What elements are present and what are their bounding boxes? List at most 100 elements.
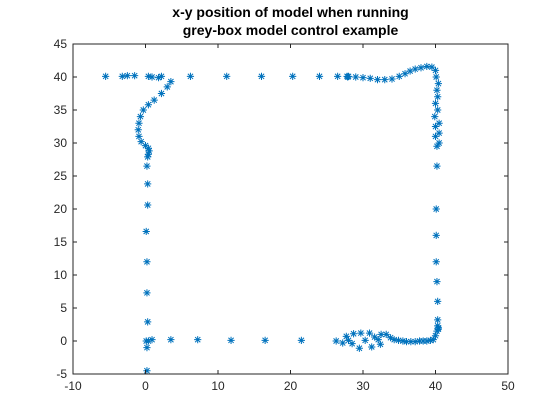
data-point bbox=[394, 336, 403, 344]
data-point bbox=[432, 73, 440, 81]
data-point bbox=[435, 139, 443, 147]
data-point bbox=[431, 122, 440, 131]
data-point bbox=[157, 89, 166, 98]
data-point bbox=[434, 106, 442, 114]
data-point bbox=[135, 132, 143, 140]
chart-title-line-1: x-y position of model when running bbox=[172, 4, 409, 20]
data-points bbox=[102, 62, 443, 375]
x-tick-label: 20 bbox=[284, 379, 298, 393]
data-point bbox=[144, 101, 152, 109]
data-point bbox=[357, 329, 365, 337]
data-point bbox=[332, 337, 340, 345]
data-point bbox=[349, 330, 358, 338]
data-point bbox=[150, 96, 158, 104]
data-point bbox=[123, 72, 131, 80]
data-point bbox=[431, 113, 439, 121]
data-point bbox=[142, 227, 150, 236]
data-point bbox=[118, 72, 126, 80]
data-point bbox=[297, 336, 305, 344]
x-tick-label: 50 bbox=[501, 379, 515, 393]
y-tick-label: 40 bbox=[54, 70, 68, 84]
data-point bbox=[434, 324, 442, 332]
data-point bbox=[257, 72, 266, 80]
data-point bbox=[137, 138, 145, 146]
data-point bbox=[429, 336, 437, 344]
axes: -10 0 10 20 30 40 50 -5 0 5 10 15 20 25 30 35 40 45 bbox=[54, 37, 515, 393]
data-point bbox=[411, 338, 419, 346]
data-point bbox=[163, 83, 171, 91]
data-point bbox=[374, 336, 382, 344]
data-point bbox=[432, 231, 440, 239]
data-point bbox=[135, 119, 143, 127]
y-tick-label: 20 bbox=[54, 202, 68, 216]
chart-title-line-2: grey-box model control example bbox=[182, 22, 399, 38]
data-point bbox=[334, 72, 342, 80]
data-point bbox=[167, 78, 175, 86]
data-point bbox=[148, 73, 156, 81]
data-point bbox=[431, 99, 440, 107]
data-point bbox=[411, 65, 419, 73]
data-point bbox=[355, 344, 363, 352]
data-point bbox=[143, 367, 151, 375]
data-point bbox=[342, 332, 350, 340]
y-tick-label: 15 bbox=[54, 235, 68, 249]
data-point bbox=[433, 162, 441, 170]
plot-area bbox=[73, 44, 508, 374]
data-point bbox=[227, 336, 235, 344]
data-point bbox=[386, 334, 395, 342]
data-point bbox=[407, 338, 415, 346]
data-point bbox=[145, 147, 153, 155]
x-tick-label: -10 bbox=[64, 379, 82, 393]
data-point bbox=[390, 336, 398, 344]
y-tick-label: 30 bbox=[54, 136, 68, 150]
y-tick-label: 5 bbox=[60, 301, 67, 315]
data-point bbox=[167, 336, 175, 344]
x-tick-label: 10 bbox=[211, 379, 225, 393]
data-point bbox=[134, 126, 142, 134]
data-point bbox=[144, 150, 152, 158]
data-point bbox=[415, 337, 424, 345]
data-point bbox=[431, 132, 440, 140]
data-point bbox=[419, 337, 427, 345]
data-point bbox=[426, 336, 435, 344]
data-point bbox=[388, 75, 396, 83]
x-tick-label: 40 bbox=[429, 379, 443, 393]
data-point bbox=[432, 258, 440, 266]
data-point bbox=[433, 278, 441, 286]
data-point bbox=[373, 76, 382, 84]
data-point bbox=[144, 144, 152, 152]
data-point bbox=[157, 72, 166, 80]
data-point bbox=[371, 333, 379, 341]
y-tick-label: 0 bbox=[60, 334, 67, 348]
y-tick-label: 25 bbox=[54, 169, 68, 183]
data-point bbox=[406, 67, 414, 75]
data-point bbox=[194, 336, 202, 344]
data-point bbox=[344, 336, 353, 344]
data-point bbox=[143, 258, 151, 266]
data-point bbox=[339, 339, 347, 347]
data-point bbox=[144, 153, 152, 161]
x-tick-label: 0 bbox=[142, 379, 149, 393]
y-tick-label: 10 bbox=[54, 268, 68, 282]
data-point bbox=[377, 330, 385, 338]
data-point bbox=[315, 72, 324, 80]
data-point bbox=[344, 73, 352, 81]
data-point bbox=[423, 62, 431, 71]
data-point bbox=[139, 106, 147, 114]
y-tick-label: 35 bbox=[54, 103, 68, 117]
data-point bbox=[361, 336, 369, 344]
y-tick-label: -5 bbox=[56, 367, 67, 381]
data-point bbox=[368, 343, 376, 351]
data-point bbox=[366, 74, 374, 82]
data-point bbox=[141, 142, 150, 150]
data-point bbox=[434, 93, 442, 101]
data-point bbox=[148, 336, 156, 344]
data-point bbox=[431, 332, 440, 340]
data-point bbox=[144, 318, 152, 326]
data-point bbox=[136, 113, 145, 121]
data-point bbox=[434, 80, 442, 88]
data-point bbox=[434, 322, 442, 330]
data-point bbox=[432, 205, 440, 213]
data-point bbox=[143, 162, 151, 170]
